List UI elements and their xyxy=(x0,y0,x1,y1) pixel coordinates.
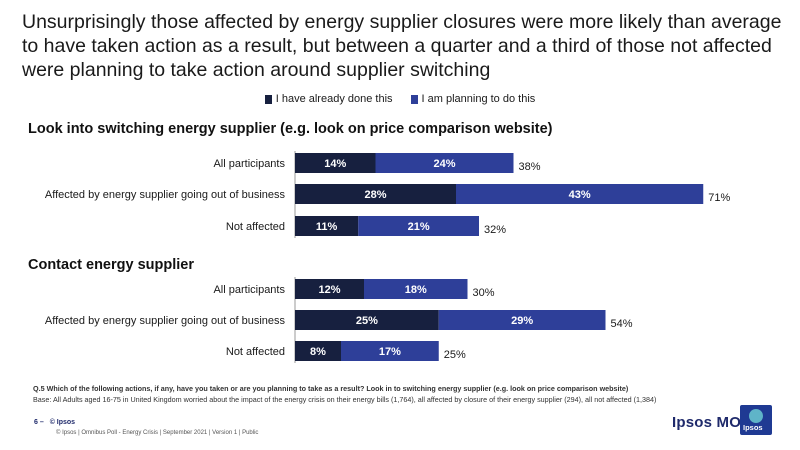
panel-0-bar-planning-1 xyxy=(456,184,704,204)
legend-label-done: I have already done this xyxy=(275,93,393,105)
panel-0-label-planning-2: 21% xyxy=(408,221,430,233)
panel-1-bar-planning-2 xyxy=(341,341,439,361)
panel-title-contact: Contact energy supplier xyxy=(28,257,194,273)
ipsos-logo: Ipsos xyxy=(740,405,772,435)
panel-0-label-planning-1: 43% xyxy=(569,189,591,201)
panel-0-category-label-0: All participants xyxy=(213,158,285,170)
panel-0-label-done-0: 14% xyxy=(324,158,346,170)
panel-1-category-label-2: Not affected xyxy=(226,346,285,358)
panel-0-total-label-2: 32% xyxy=(484,224,506,236)
panel-1-bar-planning-0 xyxy=(364,279,468,299)
panel-1-bar-done-0 xyxy=(295,279,364,299)
panel-0-bar-done-1 xyxy=(295,184,456,204)
legend-swatch-done xyxy=(264,94,272,104)
base-footnote: Base: All Adults aged 16-75 in United Ki… xyxy=(33,395,657,404)
page-number: 6 – © Ipsos xyxy=(34,419,75,426)
legend-label-planning: I am planning to do this xyxy=(421,93,536,105)
panel-0-bar-done-0 xyxy=(295,153,376,173)
panel-1-total-label-1: 54% xyxy=(611,318,633,330)
panel-title-switching: Look into switching energy supplier (e.g… xyxy=(28,121,553,137)
panel-1-category-label-1: Affected by energy supplier going out of… xyxy=(45,315,286,327)
panel-1-category-label-0: All participants xyxy=(213,284,285,296)
legend-item-planning: I am planning to do this xyxy=(410,93,536,105)
panel-1-bar-done-2 xyxy=(295,341,341,361)
chart-legend: I have already done this I am planning t… xyxy=(0,93,800,105)
panel-1-label-planning-0: 18% xyxy=(405,284,427,296)
copyright-line: © Ipsos | Omnibus Poll - Energy Crisis |… xyxy=(56,430,259,436)
logo-swoosh-icon xyxy=(749,409,763,423)
panel-0-total-label-1: 71% xyxy=(708,192,730,204)
panel-1-label-done-1: 25% xyxy=(356,315,378,327)
panel-0-label-planning-0: 24% xyxy=(433,158,455,170)
headline: Unsurprisingly those affected by energy … xyxy=(22,11,782,81)
panel-1-label-done-2: 8% xyxy=(310,346,326,358)
panel-0-category-label-1: Affected by energy supplier going out of… xyxy=(45,189,286,201)
panel-0-bar-done-2 xyxy=(295,216,359,236)
question-footnote: Q.5 Which of the following actions, if a… xyxy=(33,384,629,393)
panel-0-category-label-2: Not affected xyxy=(226,221,285,233)
panel-0-bar-planning-0 xyxy=(375,153,514,173)
legend-item-done: I have already done this xyxy=(264,93,393,105)
logo-text: Ipsos xyxy=(743,423,763,432)
panel-1-bar-planning-1 xyxy=(438,310,606,330)
brand-name: Ipsos MORI xyxy=(672,414,757,431)
legend-swatch-planning xyxy=(410,94,418,104)
panel-1-label-planning-1: 29% xyxy=(511,315,533,327)
page-number-text: 6 – xyxy=(34,419,44,426)
panel-1-label-planning-2: 17% xyxy=(379,346,401,358)
panel-0-bar-planning-2 xyxy=(358,216,479,236)
panel-1-label-done-0: 12% xyxy=(318,284,340,296)
panel-1-bar-done-1 xyxy=(295,310,439,330)
panel-1-total-label-0: 30% xyxy=(473,287,495,299)
panel-0-label-done-2: 11% xyxy=(316,221,338,233)
panel-0-label-done-1: 28% xyxy=(364,189,386,201)
panel-1-total-label-2: 25% xyxy=(444,349,466,361)
source-text: © Ipsos xyxy=(49,419,76,426)
panel-0-total-label-0: 38% xyxy=(519,161,541,173)
